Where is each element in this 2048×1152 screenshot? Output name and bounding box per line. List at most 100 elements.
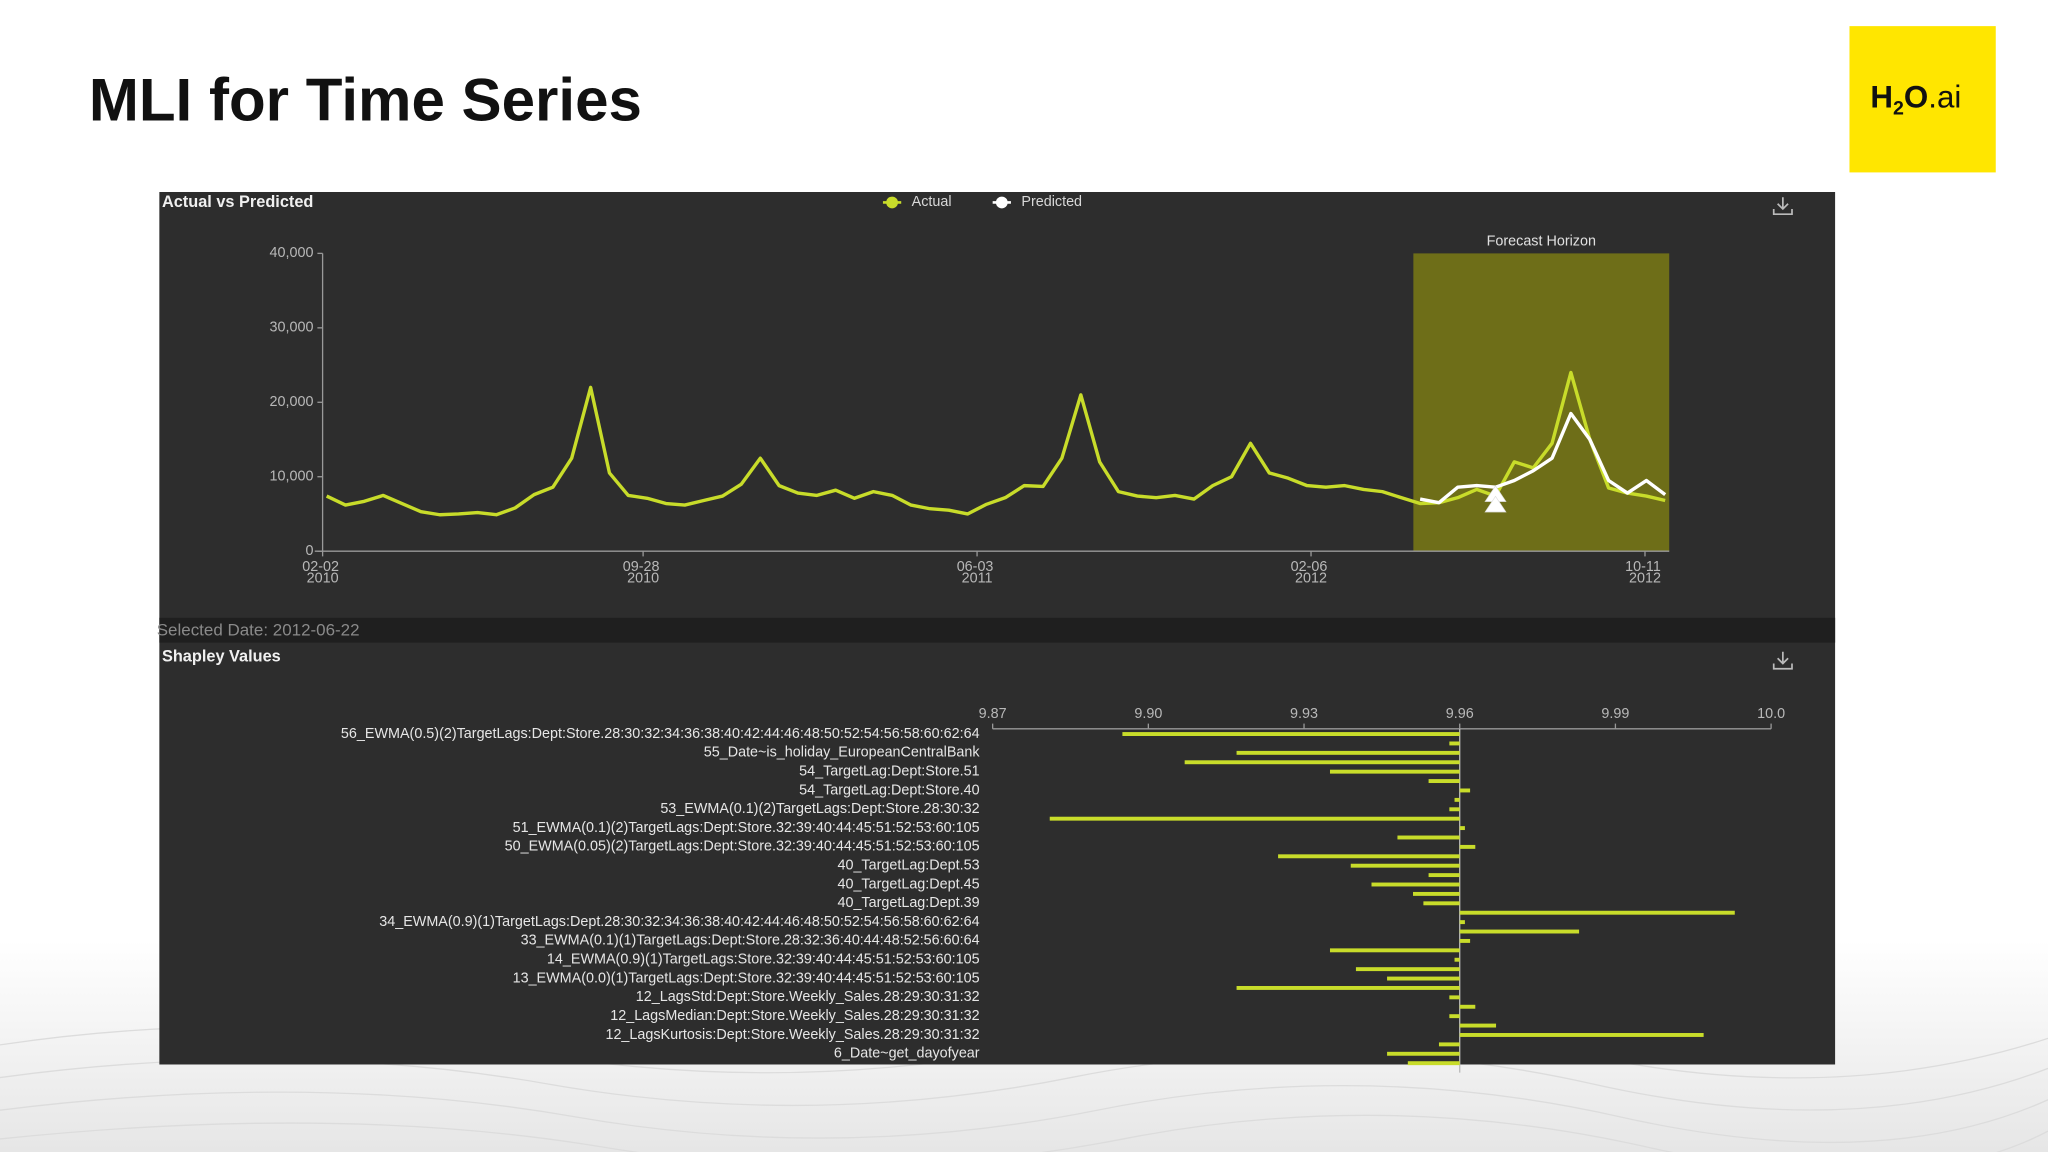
x-tick-label: 9.93	[1290, 706, 1318, 722]
x-tick-label-line: 10-11	[1625, 559, 1661, 575]
x-tick-label: 06-03 2011	[957, 559, 998, 587]
logo-part: H	[1870, 80, 1893, 115]
bar	[1459, 910, 1735, 915]
y-tick-label: 20,000	[270, 394, 314, 410]
x-tick-label: 10.0	[1757, 706, 1785, 722]
category-label: 33_EWMA(0.1)(1)TargetLags:Dept:Store.28:…	[521, 933, 980, 949]
x-tick-label-line: 06-03	[957, 559, 994, 575]
bar	[1413, 891, 1460, 896]
category-label: 56_EWMA(0.5)(2)TargetLags:Dept:Store.28:…	[341, 726, 980, 742]
bar	[1387, 1051, 1460, 1056]
x-tick-label-line: 09-28	[623, 559, 660, 575]
download-button[interactable]	[1772, 197, 1793, 216]
category-label: 14_EWMA(0.9)(1)TargetLags:Store.32:39:40…	[547, 952, 980, 968]
x-tick-label: 09-28 2010	[623, 559, 664, 587]
slide-title: MLI for Time Series	[89, 66, 642, 133]
x-tick-label-line: 2011	[962, 570, 993, 586]
category-label: 55_Date~is_holiday_EuropeanCentralBank	[704, 745, 981, 761]
category-label: 40_TargetLag:Dept.45	[837, 876, 979, 892]
category-label: 12_LagsKurtosis:Dept:Store.Weekly_Sales.…	[605, 1027, 979, 1043]
selected-date: Selected Date: 2012-06-22	[157, 620, 360, 639]
logo: H2O.ai	[1870, 80, 1961, 120]
category-label: 40_TargetLag:Dept.53	[837, 857, 979, 873]
series-line	[1419, 411, 1667, 505]
bar	[1459, 1004, 1476, 1009]
bar	[1122, 732, 1460, 736]
annotation-label: Forecast Horizon	[1487, 233, 1596, 249]
x-tick-label-line: 2012	[1295, 570, 1327, 586]
category-label: 51_EWMA(0.1)(2)TargetLags:Dept:Store.32:…	[513, 820, 980, 836]
category-label: 53_EWMA(0.1)(2)TargetLags:Dept:Store.28:…	[660, 801, 979, 817]
x-tick-label: 02-02 2010	[302, 559, 343, 587]
bar	[1428, 779, 1460, 784]
category-label: 12_LagsMedian:Dept:Store.Weekly_Sales.28…	[610, 1008, 979, 1024]
legend-swatch	[886, 196, 898, 209]
bar	[1371, 882, 1460, 887]
forecast-horizon	[1413, 253, 1670, 552]
bar	[1459, 844, 1476, 849]
y-tick-label: 0	[305, 543, 313, 559]
bar	[1459, 788, 1471, 793]
category-label: 12_LagsStd:Dept:Store.Weekly_Sales.28:29…	[636, 989, 980, 1005]
bar	[1449, 741, 1460, 746]
bar	[1049, 816, 1460, 821]
x-tick-label: 9.96	[1446, 706, 1474, 722]
bar	[1459, 1023, 1497, 1028]
x-tick-label-line: 02-06	[1291, 559, 1328, 575]
bar	[1459, 938, 1471, 943]
bar	[1184, 760, 1460, 765]
bar	[1350, 863, 1460, 868]
x-tick-label: 9.99	[1601, 706, 1629, 722]
bar	[1387, 976, 1460, 981]
bar	[1236, 985, 1460, 990]
category-label: 54_TargetLag:Dept:Store.51	[799, 763, 979, 779]
legend-label: Actual	[912, 194, 952, 210]
selected-marker	[1484, 495, 1507, 513]
logo-part: O	[1904, 80, 1928, 115]
bar	[1459, 1033, 1704, 1037]
x-tick-label: 02-06 2012	[1291, 559, 1332, 587]
bar	[1329, 948, 1460, 953]
x-tick-label-line: 2010	[627, 570, 659, 586]
bar	[1355, 967, 1460, 972]
y-tick-label: 10,000	[270, 469, 314, 485]
download-button[interactable]	[1772, 651, 1793, 670]
category-label: 40_TargetLag:Dept.39	[837, 895, 979, 911]
y-tick-label: 40,000	[270, 245, 314, 261]
bar	[1449, 1014, 1460, 1019]
x-tick-label: 10-11 2012	[1625, 559, 1665, 587]
category-label: 13_EWMA(0.0)(1)TargetLags:Dept:Store.32:…	[513, 970, 980, 986]
category-label: 54_TargetLag:Dept:Store.40	[799, 782, 979, 798]
category-label: 50_EWMA(0.05)(2)TargetLags:Dept:Store.32…	[505, 839, 980, 855]
bar	[1329, 769, 1460, 774]
x-tick-label: 9.90	[1134, 706, 1162, 722]
selected-date-bar	[159, 617, 1836, 643]
legend-swatch	[995, 196, 1008, 209]
bar	[1459, 929, 1580, 934]
bar	[1407, 1061, 1460, 1066]
legend-label: Predicted	[1021, 194, 1082, 210]
bar	[1236, 750, 1460, 755]
bar	[1454, 797, 1460, 802]
x-tick-label-line: 2010	[307, 570, 339, 586]
y-tick-label: 30,000	[270, 320, 314, 336]
chart-title: Shapley Values	[162, 647, 281, 665]
bar	[1397, 835, 1460, 840]
x-tick-label-line: 2012	[1629, 570, 1661, 586]
bar	[1459, 920, 1465, 925]
bar	[1454, 957, 1460, 962]
bar	[1278, 854, 1460, 859]
category-label: 34_EWMA(0.9)(1)TargetLags:Dept.28:30:32:…	[379, 914, 979, 930]
category-label: 6_Date~get_dayofyear	[834, 1046, 980, 1062]
chart-title: Actual vs Predicted	[162, 193, 313, 211]
bar	[1449, 807, 1460, 812]
x-tick-label-line: 02-02	[302, 559, 339, 575]
logo-box	[1849, 26, 1996, 173]
bar	[1438, 1042, 1460, 1047]
bar	[1459, 826, 1465, 831]
bar	[1428, 873, 1460, 878]
logo-part: .ai	[1928, 80, 1961, 115]
bar	[1449, 995, 1460, 1000]
logo-part: 2	[1893, 98, 1904, 120]
